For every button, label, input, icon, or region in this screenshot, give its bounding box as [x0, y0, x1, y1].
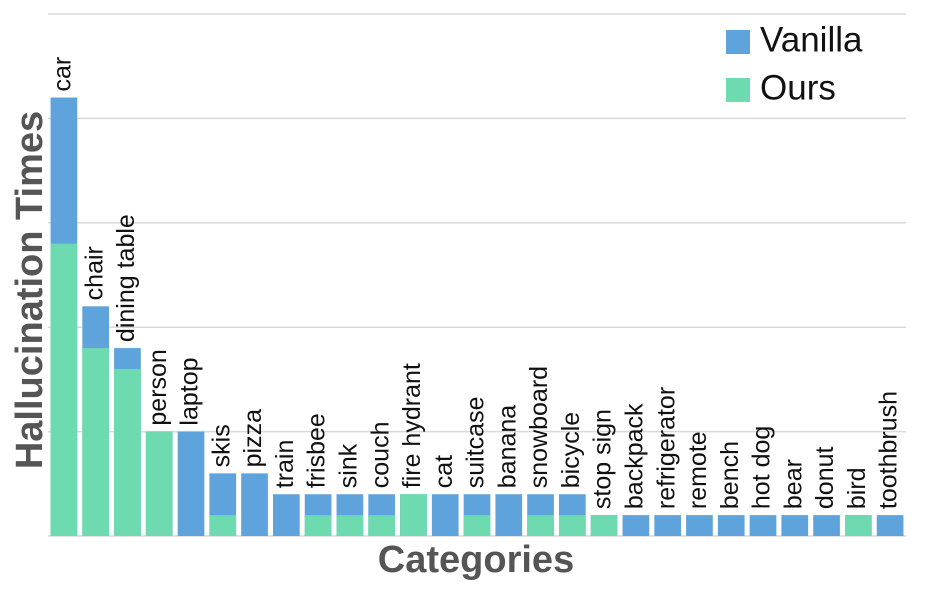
category-label: pizza	[239, 409, 267, 467]
category-label: bicycle	[557, 412, 585, 488]
category-label: dining table	[112, 214, 140, 342]
category-label: bird	[843, 467, 871, 509]
legend-label: Vanilla	[760, 20, 863, 59]
bar	[50, 243, 78, 536]
legend-swatch	[726, 78, 750, 102]
bar	[622, 515, 650, 536]
category-label: backpack	[620, 403, 648, 509]
bar	[209, 515, 237, 536]
x-axis-title: Categories	[378, 539, 574, 581]
bar	[145, 431, 173, 536]
bar	[844, 515, 872, 536]
bar	[114, 368, 141, 536]
category-label: suitcase	[462, 397, 490, 489]
bar	[400, 494, 427, 536]
category-label: bear	[779, 459, 807, 509]
bar	[654, 515, 682, 536]
category-label: person	[144, 349, 172, 425]
bar	[686, 515, 713, 536]
legend-swatch	[726, 30, 750, 54]
bar	[304, 515, 332, 536]
bar	[177, 431, 205, 536]
category-label: stop sign	[589, 409, 617, 509]
bar	[495, 494, 523, 536]
category-label: sink	[334, 443, 362, 488]
category-label: banana	[493, 405, 521, 489]
category-label: car	[48, 57, 76, 92]
bar	[272, 494, 300, 536]
bar	[241, 473, 268, 536]
bar	[82, 348, 110, 536]
bar	[431, 494, 459, 536]
bar	[813, 515, 840, 536]
bar	[463, 515, 491, 536]
category-label: frisbee	[303, 413, 331, 488]
category-label: laptop	[176, 357, 204, 425]
bar	[558, 515, 586, 536]
category-label: donut	[811, 447, 839, 510]
category-label: toothbrush	[875, 391, 903, 509]
bar	[590, 515, 618, 536]
legend-label: Ours	[760, 68, 836, 107]
y-axis-title: Hallucination Times	[9, 111, 51, 469]
category-label: hot dog	[748, 426, 776, 509]
bar	[717, 515, 745, 536]
category-label: remote	[684, 431, 712, 509]
category-label: snowboard	[525, 366, 553, 488]
category-label: refrigerator	[652, 387, 680, 509]
bar	[368, 515, 396, 536]
category-label: couch	[366, 422, 394, 489]
category-label: cat	[430, 455, 458, 488]
category-label: skis	[207, 424, 235, 467]
category-label: bench	[716, 441, 744, 509]
bar	[336, 515, 364, 536]
category-label: train	[271, 440, 299, 489]
bar	[527, 515, 554, 536]
category-label: chair	[80, 246, 108, 300]
bar	[781, 515, 809, 536]
category-label: fire hydrant	[398, 363, 426, 488]
bar	[749, 515, 777, 536]
bar	[876, 515, 904, 536]
